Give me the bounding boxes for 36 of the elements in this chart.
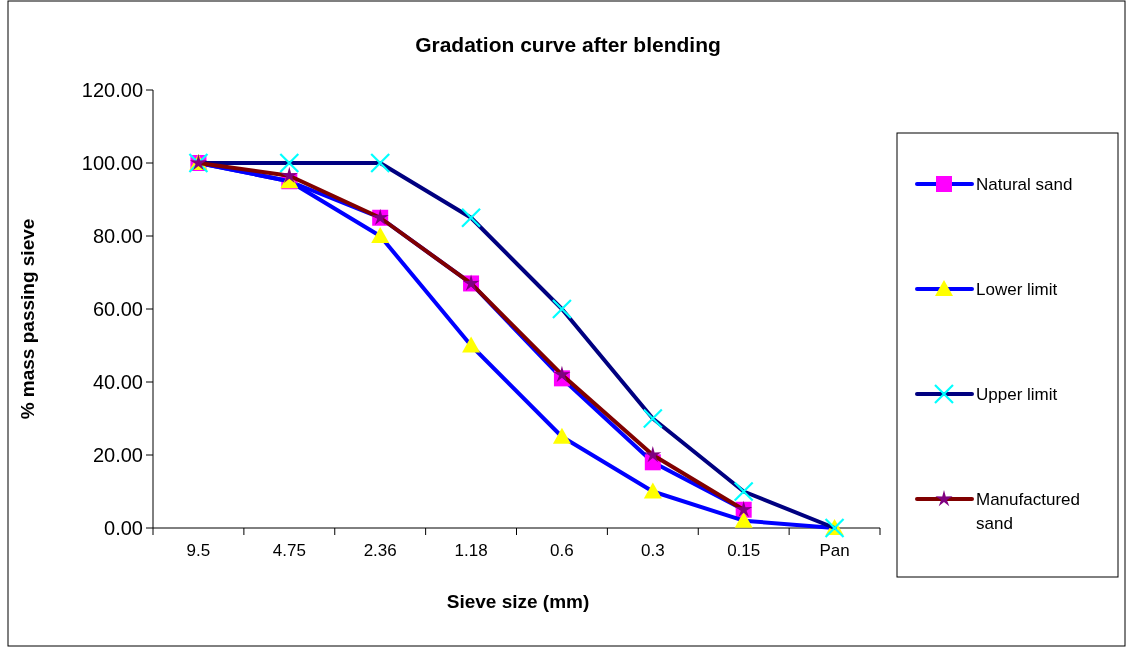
y-tick-label: 120.00 [81, 79, 143, 101]
point [644, 446, 662, 463]
x-tick-label: 0.15 [727, 541, 761, 560]
legend-label: Natural sand [976, 174, 1073, 194]
y-tick-label: 40.00 [92, 371, 143, 393]
x-tick-label: 4.75 [272, 541, 306, 560]
legend-label: Upper limit [976, 384, 1058, 404]
point [552, 427, 571, 444]
y-tick-label: 20.00 [92, 444, 143, 466]
legend-label: Lower limit [976, 279, 1058, 299]
y-tick-label: 100.00 [81, 152, 143, 174]
y-tick-label: 0.00 [104, 517, 143, 539]
point [643, 482, 662, 499]
point [460, 207, 482, 228]
point [553, 365, 571, 382]
point [279, 152, 300, 174]
x-tick-label: 9.5 [186, 541, 211, 560]
x-tick-label: 1.18 [454, 541, 488, 560]
y-axis-title: % mass passing sieve [17, 218, 38, 420]
point [371, 227, 390, 243]
y-tick-label: 60.00 [92, 298, 143, 320]
point [642, 408, 663, 429]
x-tick-label: 0.6 [550, 541, 574, 560]
point [551, 298, 573, 320]
y-tick-label: 80.00 [92, 225, 143, 247]
point [462, 336, 481, 353]
chart-title: Gradation curve after blending [415, 33, 721, 56]
point [733, 481, 754, 502]
x-axis-title: Sieve size (mm) [446, 591, 590, 612]
point [280, 166, 298, 184]
point [734, 511, 753, 528]
x-tick-label: 2.36 [363, 541, 397, 560]
x-tick-label: Pan [819, 541, 850, 560]
x-tick-label: 0.3 [640, 541, 665, 560]
point [370, 152, 391, 174]
legend-label: Manufactured sand [976, 489, 1080, 533]
